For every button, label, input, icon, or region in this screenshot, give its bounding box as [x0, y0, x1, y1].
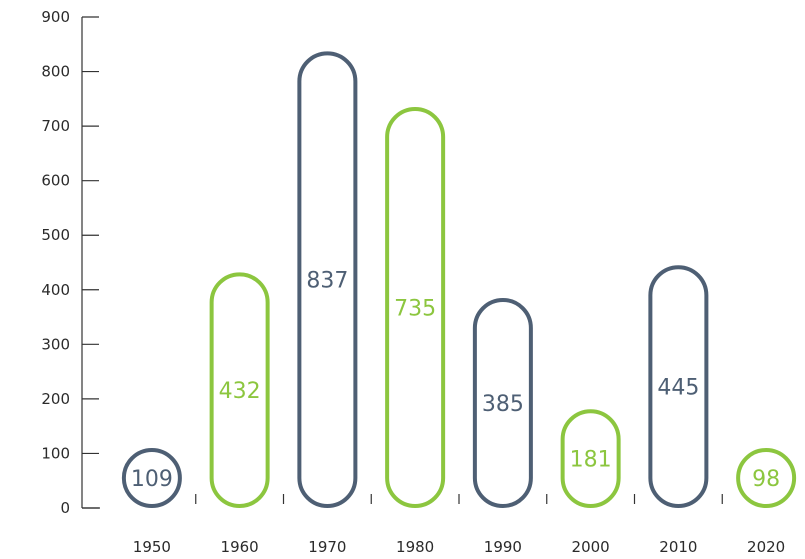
bar [209, 272, 270, 508]
bar-value-label: 98 [752, 467, 780, 492]
y-tick-label: 200 [41, 390, 70, 408]
bar [472, 297, 533, 509]
y-tick-label: 800 [41, 63, 70, 81]
x-tick-label: 1990 [484, 538, 522, 556]
y-tick-label: 600 [41, 172, 70, 190]
bar [648, 265, 709, 508]
x-tick-label: 2020 [747, 538, 785, 556]
bar-value-label: 837 [306, 269, 348, 294]
bar-value-label: 432 [219, 379, 261, 404]
bar [297, 51, 358, 509]
bar [736, 448, 797, 508]
bar [560, 409, 621, 509]
bar-value-label: 445 [657, 376, 699, 401]
x-tick-label: 2000 [572, 538, 610, 556]
bar [121, 448, 182, 508]
y-tick-label: 500 [41, 226, 70, 244]
x-tick-label: 2010 [659, 538, 697, 556]
bar-value-label: 735 [394, 297, 436, 322]
bar-value-label: 181 [570, 448, 612, 473]
y-axis: 0 100 200 300 400 500 600 700 800 900 [41, 8, 99, 517]
y-tick-label: 300 [41, 335, 70, 353]
bar-value-label: 109 [131, 467, 173, 492]
x-axis: 1950 1960 1970 1980 1990 2000 2010 2020 [82, 494, 785, 556]
bars: 109 432 837 735 385 181 445 98 [121, 51, 797, 509]
y-tick-label: 100 [41, 444, 70, 462]
bar-value-label: 385 [482, 392, 524, 417]
x-tick-label: 1950 [133, 538, 171, 556]
bar [385, 107, 446, 509]
y-tick-label: 900 [41, 8, 70, 26]
x-tick-label: 1960 [221, 538, 259, 556]
x-tick-label: 1980 [396, 538, 434, 556]
x-tick-label: 1970 [308, 538, 346, 556]
y-tick-label: 0 [60, 499, 70, 517]
y-tick-label: 700 [41, 117, 70, 135]
y-tick-label: 400 [41, 281, 70, 299]
